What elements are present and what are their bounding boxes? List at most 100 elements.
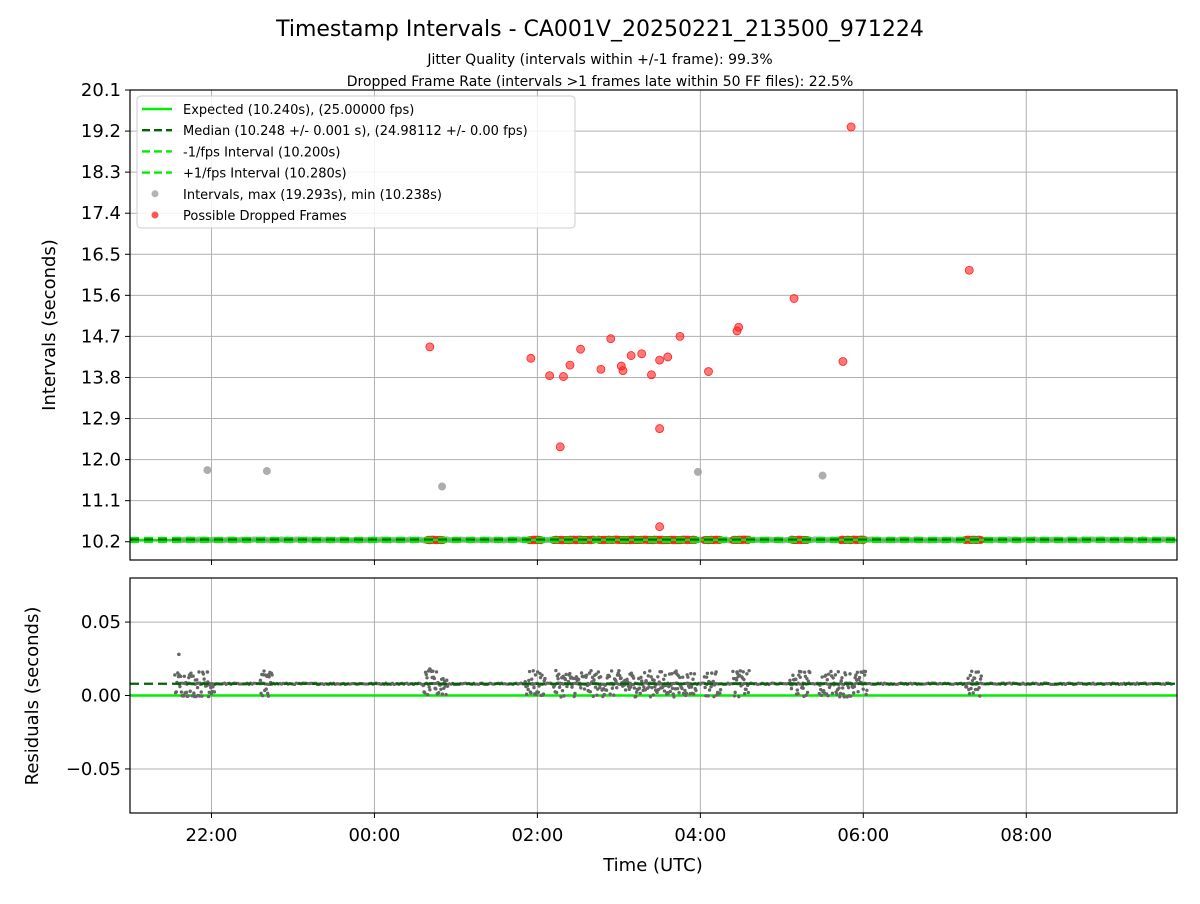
residual-point bbox=[533, 673, 538, 677]
residual-point bbox=[647, 685, 651, 689]
x-axis-label: Time (UTC) bbox=[602, 855, 703, 876]
residual-point bbox=[617, 668, 621, 673]
legend-label: -1/fps Interval (10.200s) bbox=[183, 145, 340, 160]
bottom-y-tick-label: 0.05 bbox=[81, 612, 121, 633]
residual-point bbox=[525, 684, 530, 688]
residual-point bbox=[634, 690, 639, 694]
legend-marker bbox=[151, 211, 159, 219]
residual-point bbox=[564, 672, 568, 677]
residual-point bbox=[666, 691, 670, 696]
legend-label: +1/fps Interval (10.280s) bbox=[183, 167, 347, 182]
top-y-tick-label: 10.2 bbox=[81, 532, 121, 553]
dropped-frame-point bbox=[663, 352, 673, 362]
residual-point bbox=[434, 670, 439, 674]
top-y-ticks: 10.2 11.1 12.0 12.9 13.8 14.7 15.6 16.5 17.4 18.3… bbox=[81, 80, 130, 553]
residual-point bbox=[527, 669, 532, 674]
residual-point bbox=[806, 679, 811, 683]
dropped-frame-point bbox=[526, 353, 536, 363]
residual-point bbox=[742, 677, 746, 682]
x-tick-label: 08:00 bbox=[1000, 825, 1052, 846]
legend-label: Expected (10.240s), (25.00000 fps) bbox=[183, 103, 414, 118]
top-y-tick-label: 19.2 bbox=[81, 121, 121, 142]
residual-point bbox=[734, 678, 739, 682]
residual-point bbox=[689, 685, 694, 689]
residual-point bbox=[668, 689, 672, 694]
residual-point bbox=[202, 677, 206, 681]
dropped-frame-point bbox=[425, 342, 435, 352]
residual-point bbox=[560, 688, 565, 693]
residual-point bbox=[554, 668, 558, 673]
residual-point bbox=[523, 680, 527, 684]
residual-point bbox=[189, 671, 193, 675]
top-y-tick-label: 12.0 bbox=[81, 450, 121, 471]
x-tick-label: 22:00 bbox=[186, 825, 238, 846]
residual-point bbox=[598, 675, 603, 679]
residual-point bbox=[692, 672, 697, 676]
chart-subtitle-1: Jitter Quality (intervals within +/-1 fr… bbox=[426, 52, 772, 68]
residual-point bbox=[789, 686, 794, 691]
residual-point bbox=[266, 673, 271, 677]
residual-point bbox=[444, 692, 448, 697]
interval-outlier-point bbox=[818, 471, 827, 480]
top-y-tick-label: 17.4 bbox=[81, 203, 121, 224]
bottom-data-layer bbox=[130, 652, 1177, 699]
residual-point bbox=[677, 691, 681, 695]
dropped-frame-point bbox=[846, 122, 856, 132]
residual-point bbox=[260, 694, 265, 698]
legend-entry: Expected (10.240s), (25.00000 fps) bbox=[142, 103, 414, 118]
residual-point bbox=[432, 676, 437, 681]
residual-point bbox=[967, 691, 972, 696]
legend: Expected (10.240s), (25.00000 fps) Median… bbox=[136, 95, 576, 229]
residual-point bbox=[678, 675, 682, 680]
residual-point bbox=[566, 679, 571, 684]
residual-point bbox=[819, 693, 824, 698]
residual-point bbox=[629, 671, 634, 675]
residual-point bbox=[833, 673, 838, 677]
residual-point bbox=[200, 694, 204, 698]
residual-point bbox=[659, 670, 664, 674]
residual-point bbox=[732, 694, 737, 698]
x-tick-label: 00:00 bbox=[348, 825, 400, 846]
dropped-frame-point bbox=[734, 322, 744, 332]
residual-point bbox=[587, 671, 592, 675]
residual-point bbox=[691, 677, 695, 681]
residual-point bbox=[619, 676, 623, 680]
residual-point bbox=[195, 685, 200, 690]
dropped-frame-point bbox=[655, 424, 665, 433]
residual-point bbox=[593, 685, 598, 689]
residual-point bbox=[663, 673, 667, 678]
residual-point bbox=[178, 674, 183, 679]
residual-point bbox=[712, 694, 716, 699]
residual-point bbox=[573, 691, 577, 696]
residual-point bbox=[188, 689, 192, 693]
residual-point bbox=[707, 688, 712, 692]
residual-point bbox=[863, 669, 868, 674]
residual-point bbox=[642, 685, 646, 689]
residual-point bbox=[829, 669, 833, 674]
residual-point bbox=[524, 692, 529, 696]
residual-point bbox=[638, 691, 642, 696]
residual-point bbox=[173, 673, 177, 677]
residual-point bbox=[557, 685, 562, 690]
residual-point bbox=[827, 672, 831, 676]
residual-point bbox=[747, 668, 751, 673]
legend-entry: +1/fps Interval (10.280s) bbox=[142, 167, 347, 182]
residual-point bbox=[846, 685, 851, 690]
residual-point bbox=[199, 690, 203, 694]
residual-point bbox=[820, 675, 824, 679]
residual-point bbox=[543, 676, 547, 681]
residual-point bbox=[662, 689, 667, 693]
residual-point bbox=[746, 690, 751, 695]
dropped-frame-point bbox=[596, 364, 606, 374]
residual-point bbox=[865, 688, 869, 692]
residual-point bbox=[686, 675, 690, 679]
residual-point bbox=[864, 692, 868, 697]
residual-point bbox=[818, 687, 823, 692]
residual-point bbox=[674, 669, 678, 673]
residual-point bbox=[684, 691, 689, 696]
residual-point bbox=[656, 675, 660, 679]
legend-entry: Median (10.248 +/- 0.001 s), (24.98112 +… bbox=[142, 124, 528, 139]
residual-point bbox=[655, 690, 659, 695]
residual-point bbox=[623, 688, 628, 692]
residual-point bbox=[211, 685, 215, 689]
